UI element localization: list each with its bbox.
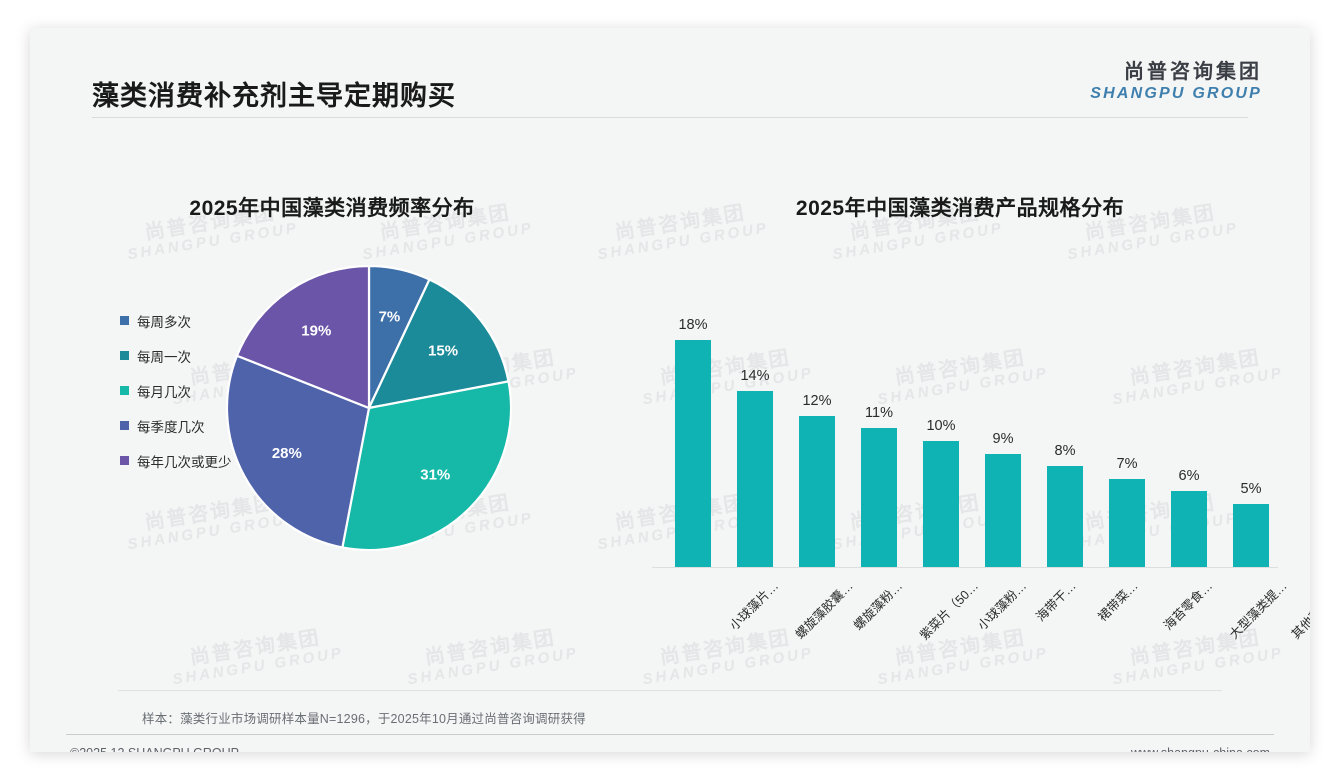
pie-slice-value: 31% [420, 466, 450, 483]
pie-slice-value: 15% [428, 343, 458, 360]
header-divider [92, 117, 1248, 118]
legend-swatch-icon [120, 421, 129, 430]
bar-column[interactable]: 8% [1034, 268, 1096, 567]
bar-column[interactable]: 18% [662, 268, 724, 567]
bar-rect[interactable] [1047, 466, 1083, 567]
footer-copyright: ©2025.12 SHANGPU GROUP [70, 746, 239, 752]
sample-note: 样本：藻类行业市场调研样本量N=1296，于2025年10月通过尚普咨询调研获得 [142, 712, 586, 726]
bar-rect[interactable] [799, 415, 835, 567]
pie-legend-item[interactable]: 每季度几次 [120, 408, 232, 443]
bar-column[interactable]: 11% [848, 268, 910, 567]
bar-category-label: 螺旋藻粉… [851, 578, 906, 633]
pie-legend-label: 每周一次 [137, 349, 191, 365]
bar-value-label: 7% [1116, 455, 1138, 472]
x-axis-line [652, 567, 1278, 568]
pie-legend-label: 每年几次或更少 [137, 454, 232, 470]
bar-value-label: 12% [802, 392, 832, 409]
bar-category-label: 海苔零食… [1161, 578, 1216, 633]
bar-rect[interactable] [1109, 478, 1145, 567]
bar-category-label: 小球藻粉… [975, 578, 1030, 633]
pie-slice[interactable] [235, 264, 371, 410]
slide-header: 藻类消费补充剂主导定期购买 尚普咨询集团 SHANGPU GROUP [30, 28, 1310, 118]
bar-category-label: 紫菜片（50… [917, 578, 982, 643]
bar-rect[interactable] [737, 390, 773, 567]
bar-value-label: 18% [678, 317, 708, 334]
bar-chart-panel: 2025年中国藻类消费产品规格分布 18% 小球藻片… 14% 螺旋藻胶囊… 12% 螺旋… [630, 168, 1310, 668]
bar-rect[interactable] [985, 453, 1021, 567]
pie-chart-area: 每周多次每周一次每月几次每季度几次每年几次或更少 7% 15% 31% 28% 19% [72, 248, 632, 618]
bar-category-label: 小球藻片… [727, 578, 782, 633]
bar-rect[interactable] [675, 340, 711, 567]
pie-legend-item[interactable]: 每周多次 [120, 303, 232, 338]
footer-website[interactable]: www.shangpu-china.com [1131, 746, 1270, 752]
bar-rect[interactable] [1233, 504, 1269, 567]
bar-value-label: 14% [740, 367, 770, 384]
pie-legend-item[interactable]: 每周一次 [120, 338, 232, 373]
bar-column[interactable]: 6% [1158, 268, 1220, 567]
bar-chart-area: 18% 小球藻片… 14% 螺旋藻胶囊… 12% 螺旋藻粉… 11% 紫菜片（50… 10% 小球… [652, 268, 1310, 688]
page-title: 藻类消费补充剂主导定期购买 [92, 81, 456, 111]
pie-slice[interactable] [367, 278, 510, 410]
bar-category-label: 其他藻类制品 [1288, 578, 1310, 642]
legend-swatch-icon [120, 456, 129, 465]
bar-column[interactable]: 10% [910, 268, 972, 567]
pie-legend-item[interactable]: 每月几次 [120, 373, 232, 408]
bar-column[interactable]: 12% [786, 268, 848, 567]
note-divider [118, 690, 1222, 691]
pie-chart-title: 2025年中国藻类消费频率分布 [189, 197, 475, 220]
bar-column[interactable]: 9% [972, 268, 1034, 567]
bar-value-label: 5% [1240, 481, 1262, 497]
pie-legend-item[interactable]: 每年几次或更少 [120, 443, 232, 478]
pie-chart-panel: 2025年中国藻类消费频率分布 每周多次每周一次每月几次每季度几次每年几次或更少… [72, 168, 632, 638]
pie-slice-value: 7% [379, 309, 401, 326]
brand-logo: 尚普咨询集团 SHANGPU GROUP [1090, 61, 1262, 103]
brand-name-cn: 尚普咨询集团 [1124, 61, 1262, 83]
brand-name-en: SHANGPU GROUP [1090, 85, 1262, 102]
footer-divider [66, 734, 1274, 735]
pie-legend-label: 每季度几次 [137, 419, 205, 435]
slide-canvas: 尚普咨询集团 SHANGPU GROUP 尚普咨询集团 SHANGPU GROUP 尚普… [30, 28, 1310, 752]
bar-plot: 18% 小球藻片… 14% 螺旋藻胶囊… 12% 螺旋藻粉… 11% 紫菜片（50… 10% 小球… [652, 268, 1310, 643]
bar-column[interactable]: 14% [724, 268, 786, 567]
bar-column[interactable]: 7% [1096, 268, 1158, 567]
pie-chart-graphic: 7% 15% 31% 28% 19% [225, 264, 513, 552]
bar-rect[interactable] [1171, 491, 1207, 567]
legend-swatch-icon [120, 351, 129, 360]
bar-category-label: 海带干… [1033, 578, 1079, 625]
bar-value-label: 10% [926, 418, 956, 434]
bar-value-label: 6% [1178, 468, 1200, 485]
bar-rect[interactable] [923, 441, 959, 567]
pie-legend: 每周多次每周一次每月几次每季度几次每年几次或更少 [120, 303, 232, 478]
pie-slice[interactable] [341, 380, 513, 552]
bar-category-label: 螺旋藻胶囊… [792, 578, 856, 642]
bar-value-label: 9% [992, 430, 1014, 447]
pie-slice-value: 19% [301, 322, 331, 339]
bar-value-label: 11% [865, 405, 893, 422]
bar-category-label: 裙带菜… [1095, 578, 1141, 625]
bar-category-label: 大型藻类提… [1226, 578, 1290, 642]
pie-slice[interactable] [225, 354, 371, 549]
legend-swatch-icon [120, 386, 129, 395]
bar-chart-title: 2025年中国藻类消费产品规格分布 [795, 197, 1125, 220]
pie-legend-label: 每月几次 [137, 384, 191, 400]
bar-rect[interactable] [861, 428, 897, 567]
pie-legend-label: 每周多次 [137, 314, 191, 330]
pie-slice-value: 28% [272, 445, 302, 462]
bar-value-label: 8% [1054, 443, 1076, 460]
bar-column[interactable]: 5% [1220, 268, 1282, 567]
legend-swatch-icon [120, 316, 129, 325]
